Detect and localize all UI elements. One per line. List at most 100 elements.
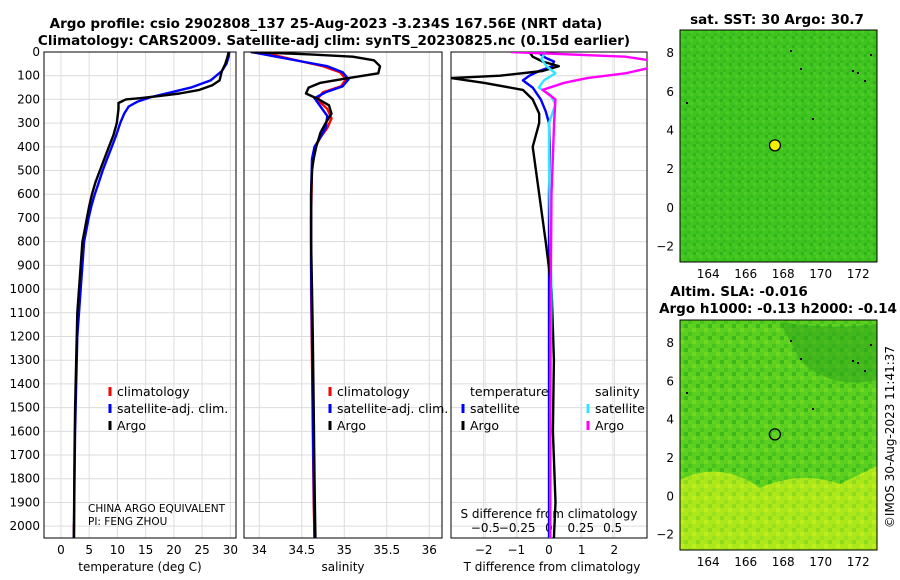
title-line-2: Climatology: CARS2009. Satellite-adj cli… (38, 33, 630, 49)
sst-map-title: sat. SST: 30 Argo: 30.7 (690, 12, 864, 28)
map-x-tick-label: 172 (847, 555, 870, 569)
sla-map-title-2: Argo h1000: -0.13 h2000: -0.14 (659, 301, 897, 317)
series-line-s-argo (510, 52, 647, 538)
map-y-tick-label: −2 (656, 528, 674, 542)
x-tick-label: 0 (545, 543, 553, 557)
x-tick-label: 15 (138, 543, 153, 557)
map-y-tick-label: 8 (666, 46, 674, 60)
map-land-speck (870, 344, 872, 346)
map-x-tick-label: 166 (734, 555, 757, 569)
map-y-tick-label: −2 (656, 240, 674, 254)
map-land-speck (852, 70, 854, 72)
x2-tick-label: −0.25 (499, 521, 536, 535)
map-sla-high-region (680, 466, 877, 550)
map-land-speck (864, 370, 866, 372)
y-tick-label: 2000 (9, 519, 40, 533)
axes-frame (43, 51, 237, 539)
difference-panel: −2 −1 0 1 2 T difference from climatology −0.5… (450, 51, 648, 574)
map-land-speck (790, 50, 792, 52)
x-tick-label: 0 (57, 543, 65, 557)
axes-frame (243, 51, 443, 539)
map-land-speck (857, 72, 859, 74)
x-tick-label: 36 (422, 543, 437, 557)
map-land-speck (852, 360, 854, 362)
x-tick-label: 20 (166, 543, 181, 557)
x-tick-label: 25 (194, 543, 209, 557)
map-land-speck (800, 68, 802, 70)
y-tick-label: 1200 (9, 329, 40, 343)
y-tick-label: 600 (17, 187, 40, 201)
map-sla-low-region (780, 322, 877, 383)
map-y-tick-label: 0 (666, 201, 674, 215)
x2-tick-label: 0.5 (603, 521, 622, 535)
sla-map-title-1: Altim. SLA: -0.016 (670, 284, 807, 300)
sst-map-panel: sat. SST: 30 Argo: 30.7 164 166 168 170 172 −… (656, 12, 878, 281)
map-y-tick-label: 4 (666, 413, 674, 427)
map-y-tick-label: 6 (666, 374, 674, 388)
series-line-satellite-adj-clim- (250, 52, 350, 538)
legend-label: climatology (117, 384, 190, 399)
legend-label: Argo (117, 418, 146, 433)
y-tick-label: 0 (32, 45, 40, 59)
series-line-argo (250, 52, 382, 538)
x-tick-label: 30 (223, 543, 238, 557)
map-land-speck (812, 408, 814, 410)
imos-watermark: ©IMOS 30-Aug-2023 11:41:37 (883, 346, 897, 528)
x-tick-label: 35.5 (373, 543, 400, 557)
y-tick-label: 1300 (9, 353, 40, 367)
credit-line-2: PI: FENG ZHOU (88, 516, 167, 528)
title-line-1: Argo profile: csio 2902808_137 25-Aug-20… (50, 16, 603, 32)
y-tick-label: 1000 (9, 282, 40, 296)
map-x-tick-label: 166 (734, 267, 757, 281)
y-tick-label: 1900 (9, 495, 40, 509)
y-tick-label: 900 (17, 258, 40, 272)
map-land-speck (686, 392, 688, 394)
map-x-tick-label: 164 (697, 267, 720, 281)
map-y-tick-label: 0 (666, 489, 674, 503)
map-land-speck (864, 80, 866, 82)
y-tick-label: 1100 (9, 306, 40, 320)
x-axis-label: T difference from climatology (463, 560, 641, 574)
map-frame (679, 319, 878, 551)
x-tick-label: −2 (475, 543, 493, 557)
series-line-argo (72, 52, 230, 538)
x-axis-label: temperature (deg C) (78, 560, 201, 574)
map-x-tick-label: 164 (697, 555, 720, 569)
legend-title-temperature: temperature (470, 384, 549, 399)
y-tick-label: 400 (17, 140, 40, 154)
y-tick-label: 500 (17, 164, 40, 178)
credit-line-1: CHINA ARGO EQUIVALENT (88, 503, 226, 515)
series-line-climatology (263, 52, 348, 538)
map-y-tick-label: 6 (666, 85, 674, 99)
legend-label: Argo (595, 418, 624, 433)
series-line-satellite-adj-clim- (72, 52, 231, 538)
legend-label: climatology (337, 384, 410, 399)
map-frame (679, 29, 878, 263)
map-y-tick-label: 2 (666, 162, 674, 176)
x-tick-label: −1 (507, 543, 525, 557)
legend-label: satellite-adj. clim. (117, 401, 228, 416)
legend-label: Argo (337, 418, 366, 433)
salinity-panel: 34 34.5 35 35.5 36 salinity climatology satelli… (243, 51, 448, 574)
y-tick-label: 700 (17, 211, 40, 225)
x-tick-label: 35 (337, 543, 352, 557)
x-tick-label: 2 (611, 543, 619, 557)
x2-tick-label: 0.25 (567, 521, 594, 535)
y-tick-label: 800 (17, 235, 40, 249)
sla-map-panel: Altim. SLA: -0.016 Argo h1000: -0.13 h20… (656, 284, 897, 569)
y-tick-label: 1800 (9, 472, 40, 486)
legend-label: Argo (470, 418, 499, 433)
x-tick-label: 34.5 (288, 543, 315, 557)
x-tick-label: 1 (578, 543, 586, 557)
temperature-panel: 0100200300400500600700800900100011001200… (9, 45, 238, 574)
y-tick-label: 300 (17, 116, 40, 130)
map-y-tick-label: 8 (666, 336, 674, 350)
argo-location-marker (768, 139, 782, 152)
map-land-speck (812, 118, 814, 120)
map-x-tick-label: 170 (809, 267, 832, 281)
map-y-tick-label: 4 (666, 124, 674, 138)
map-x-tick-label: 170 (809, 555, 832, 569)
x-axis-label: salinity (321, 560, 364, 574)
legend-label: satellite (595, 401, 645, 416)
